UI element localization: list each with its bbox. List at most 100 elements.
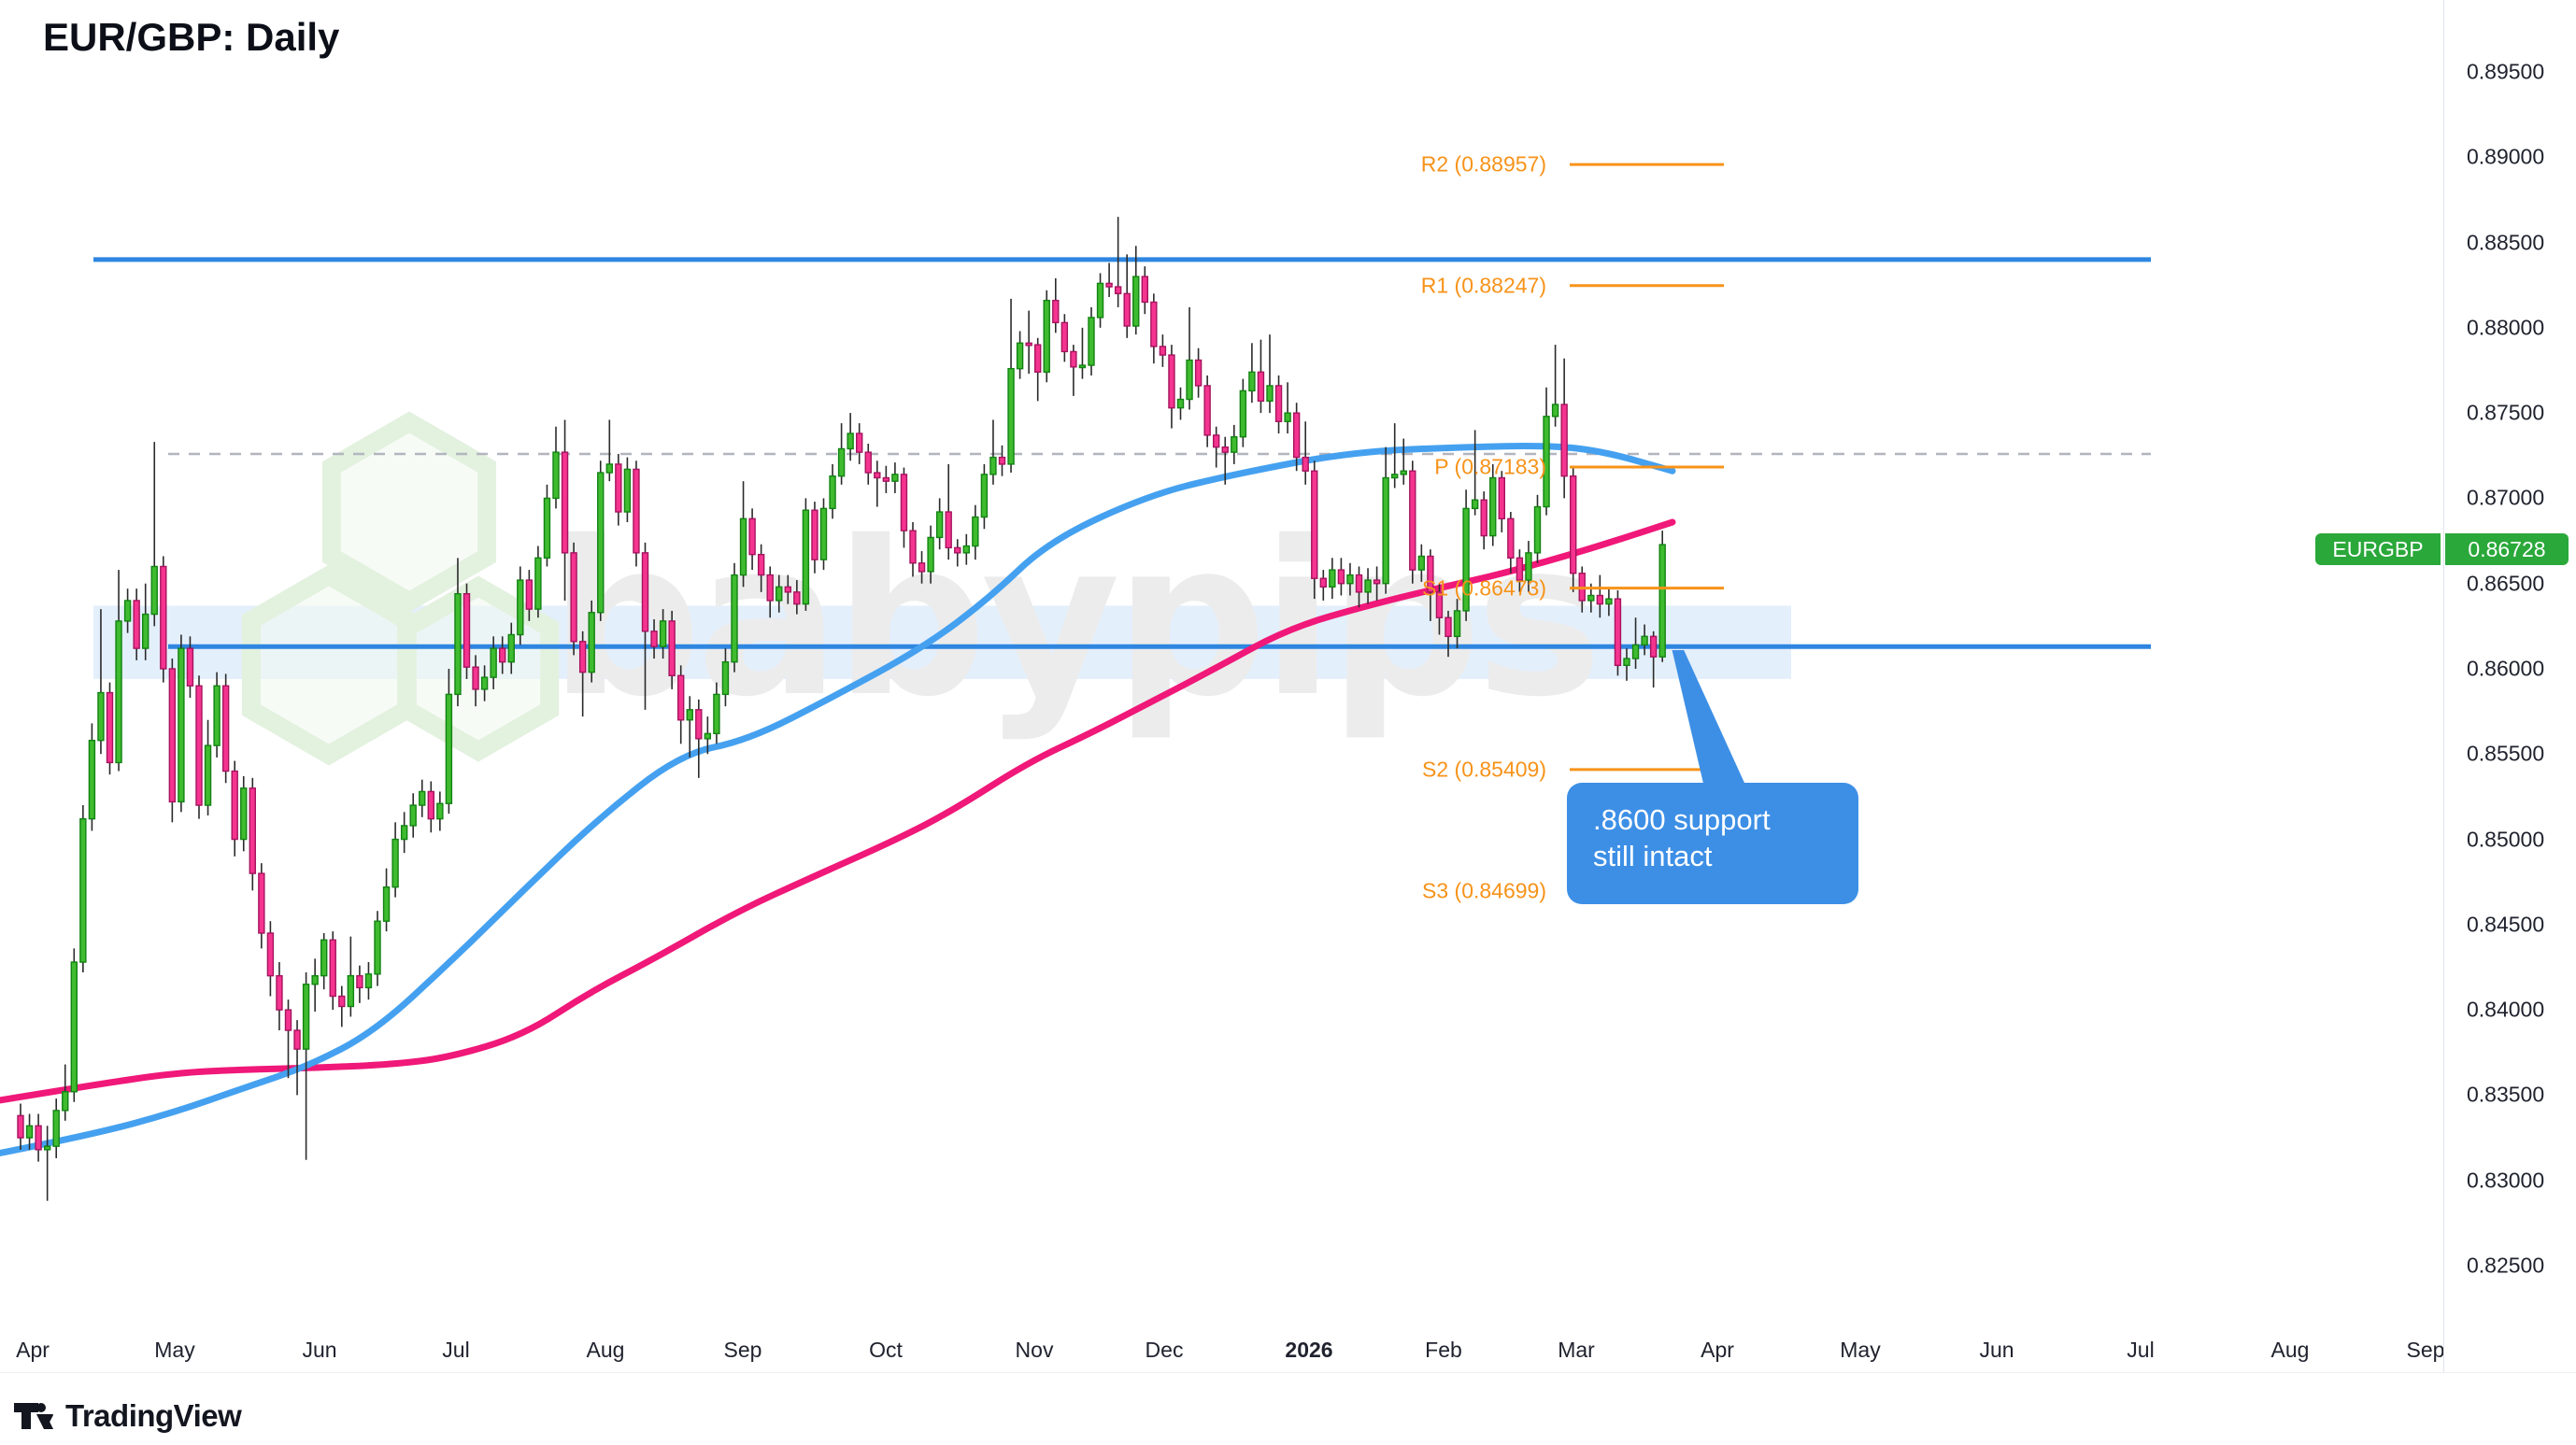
candle-bearish [1480,499,1487,537]
candle-bullish [891,474,899,482]
candle-bullish [480,676,489,690]
candle-bearish [525,579,534,610]
candle-bearish [900,474,908,531]
candle-bullish [1658,544,1666,658]
candle-bearish [615,463,622,513]
pivot-R2-label: R2 (0.88957) [1420,151,1546,177]
time-tick-label-apr: Apr [1701,1338,1734,1362]
candle-bullish [1417,555,1426,571]
candle-bullish [88,739,96,820]
candle-bearish [1445,616,1452,638]
candle-bearish [748,517,756,556]
price-tick-label: 0.84000 [2467,997,2545,1022]
candle-bullish [445,693,453,804]
price-axis-separator [2443,0,2444,1372]
candle-bearish [561,451,569,554]
candle-bullish [1390,474,1399,479]
pivot-S3-label: S3 (0.84699) [1422,878,1546,903]
candle-bullish [320,939,328,977]
candle-bearish [578,641,587,673]
candle-bearish [954,546,961,554]
candle-bearish [17,1114,24,1139]
candle-bullish [1533,505,1542,554]
candle-bullish [802,509,810,605]
candle-bearish [35,1125,42,1151]
candle-bullish [1231,436,1238,453]
candle-bullish [829,475,836,510]
candle-bearish [499,647,506,663]
candle-bullish [382,885,391,922]
candle-bullish [605,463,613,474]
candles[interactable] [17,217,1666,1201]
candle-bearish [1292,412,1301,459]
candle-bearish [1373,579,1381,585]
candle-bearish [570,552,577,643]
candle-bearish [1025,342,1032,347]
time-tick-label-feb: Feb [1425,1338,1462,1362]
time-tick-label-jul: Jul [2127,1338,2155,1362]
candle-bullish [1088,317,1095,366]
candle-bullish [623,468,632,513]
time-tick-label-apr: Apr [16,1338,50,1362]
pivot-S2-label: S2 (0.85409) [1422,757,1546,782]
watermark-hexagon [241,564,417,766]
support-callout[interactable]: .8600 support still intact [1567,783,1858,904]
candle-bullish [543,497,551,560]
candle-bearish [1052,299,1060,324]
candle-bullish [731,574,738,663]
candle-bearish [133,600,140,649]
price-tick-label: 0.85500 [2467,741,2545,766]
candle-bearish [338,995,346,1008]
candle-bearish [998,456,1006,465]
ma-fast-blue-line[interactable] [0,443,1676,1156]
candle-bullish [1462,507,1470,612]
candle-bullish [204,744,212,806]
pivot-S1-label: S1 (0.86473) [1422,575,1546,601]
time-tick-label-jun: Jun [302,1338,337,1362]
candle-bullish [1543,416,1550,508]
tradingview-logo[interactable]: TradingView [13,1395,242,1437]
candle-bullish [686,709,693,721]
candle-bullish [1239,390,1247,438]
candle-bearish [677,674,685,721]
last-price-badge[interactable]: 0.86728 [2445,533,2569,565]
candle-bullish [1587,594,1595,602]
candle-bearish [1427,555,1434,593]
time-tick-label-aug: Aug [2270,1338,2310,1362]
price-tick-label: 0.89500 [2467,59,2545,84]
candle-bearish [784,586,791,593]
candle-bullish [1400,470,1407,475]
candle-bearish [650,630,658,647]
candle-bearish [757,553,765,576]
price-tick-label: 0.86500 [2467,571,2545,596]
candle-bearish [1302,456,1309,472]
ma-slow-pink-line[interactable] [0,518,1676,1104]
candle-bullish [97,691,105,742]
candle-bullish [1284,412,1291,422]
candle-bullish [1078,364,1087,369]
candle-bearish [945,511,952,549]
candle-bearish [249,787,256,874]
candle-bearish [1319,577,1328,588]
candle-bearish [1311,470,1318,579]
candle-bullish [419,790,426,806]
candle-bearish [186,647,194,687]
candle-bullish [588,612,595,673]
symbol-price-badge[interactable]: EURGBP [2315,533,2441,565]
time-tick-label-nov: Nov [1015,1338,1054,1362]
candle-bullish [62,1091,69,1112]
tradingview-logo-text: TradingView [65,1398,242,1433]
time-tick-label-jul: Jul [442,1338,470,1362]
time-tick-label-may: May [154,1338,195,1362]
candle-bearish [1060,321,1069,353]
candle-bullish [517,579,524,636]
candle-bearish [1114,286,1122,295]
candle-bullish [240,787,248,841]
candle-bullish [52,1110,60,1147]
candle-bearish [463,592,471,668]
candle-bullish [302,984,310,1050]
candle-bearish [1194,359,1203,387]
candle-bullish [1266,385,1274,403]
